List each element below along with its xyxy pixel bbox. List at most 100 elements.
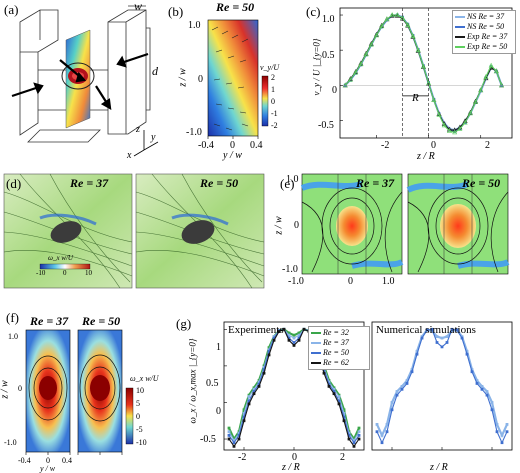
chart-g-left-series-4-point <box>297 338 301 342</box>
chart-g-left-series-3-point <box>252 390 256 393</box>
panel-f-cbar-tick-4: -5 <box>136 425 143 434</box>
chart-g-right-series-2-point <box>480 387 484 391</box>
chart-g-left-series-1-point <box>337 393 341 397</box>
legend-item-exp50: Exp Re = 50 <box>455 42 513 52</box>
panel-b-ylabel: z / w <box>177 68 189 87</box>
chart-c-series-line-4 <box>344 14 503 133</box>
chart-g-left-series-2-point <box>232 439 236 442</box>
chart-c-series-3-point <box>420 64 426 69</box>
chart-g-left-series-4-point <box>272 338 276 342</box>
chart-g-right-series-2-point <box>485 393 489 397</box>
panel-g: (g) Experiments Numerical simulations ω_… <box>172 308 520 473</box>
chart-c-series-4-point <box>488 62 494 68</box>
chart-c-series-4-point <box>446 128 452 133</box>
chart-c-series-4-point <box>368 41 374 47</box>
chart-g-left-series-4-point <box>242 419 246 423</box>
panel-d-cbar-title: ω_x w/U <box>48 254 73 262</box>
panel-g-ylabel: ω_x / ω_x,max |_{y=0} <box>187 338 198 424</box>
panel-b-cbar-title: v_y/U <box>260 63 280 72</box>
chart-g-left-series-3-point <box>342 415 346 419</box>
chart-g-left-series-3-point <box>227 433 231 437</box>
chart-g-left-series-1-point <box>292 333 296 337</box>
panel-f-ytick-3: -1.0 <box>4 438 17 447</box>
chart-g-right-series-1-point <box>445 335 449 339</box>
chart-g-left-series-3-point <box>257 382 261 386</box>
panel-d-label: (d) <box>6 176 22 191</box>
chart-g-right-series-2-point <box>490 408 494 412</box>
chart-g-right-series-2-point <box>435 341 439 344</box>
chart-c-series-4-point <box>441 122 447 128</box>
chart-g-right-series-2-point <box>500 441 504 445</box>
chart-g-left-series-2-point <box>242 412 246 415</box>
panel-g-label: (g) <box>176 316 192 331</box>
panel-f-cbar-tick-5: -10 <box>136 438 147 447</box>
panel-b-ytick-2: 0 <box>198 74 203 85</box>
legend-item-ns37: NS Re = 37 <box>455 12 513 22</box>
velocity-map <box>207 19 269 139</box>
panel-e-xtick-3: 1.0 <box>382 276 395 287</box>
chart-g-right-series-2-point <box>495 430 499 434</box>
chart-g-right-series-1-point <box>475 379 479 382</box>
legend-item-exp37: Exp Re = 37 <box>455 32 513 42</box>
chart-g-right-series-1-point <box>480 384 484 388</box>
vorticity-maps <box>25 329 134 455</box>
chart-g-right-series-1-point <box>470 368 474 371</box>
panel-d-cbar-tick-2: 0 <box>63 269 67 277</box>
chart-g-right-series-1-point <box>375 423 379 426</box>
chart-c-series-4-point <box>342 82 348 88</box>
chart-g-left-series-1-point <box>352 437 356 441</box>
panel-f-xlabel: y / w <box>40 464 56 473</box>
panel-e: (e) Re = 37 Re = 50 z / w 1.0 0 -1.0 -1.… <box>272 172 520 290</box>
panel-d-cbar-tick-3: 10 <box>85 269 92 277</box>
chart-g-left-series-1-point <box>357 426 361 430</box>
chart-c-series-4-point <box>452 129 458 135</box>
chart-g-right-series-2-point <box>465 352 469 356</box>
panel-g-title-right: Numerical simulations <box>376 324 476 336</box>
chart-c-series-4-point <box>405 22 411 27</box>
chart-c-series-4-point <box>457 126 463 131</box>
axis-x-label: x <box>127 150 132 161</box>
legend-item-re62: Re = 62 <box>311 358 367 368</box>
channel-geometry-illustration <box>11 5 159 157</box>
chart-c-series-4-point <box>473 99 479 105</box>
panel-g-ytick-3: 0 <box>216 406 221 417</box>
panel-e-ytick-2: 0 <box>294 220 299 231</box>
chart-g-left-series-4-point <box>352 444 356 448</box>
panel-d-reynolds-left: Re = 37 <box>70 176 109 190</box>
panel-g-xlabel-right: z / R <box>430 462 448 473</box>
chart-g-left-series-2-point <box>252 387 256 391</box>
panel-c-ytick-4: -0.5 <box>318 120 334 131</box>
velocity-profile-chart <box>339 7 513 139</box>
chart-g-left-series-3-point <box>242 415 246 419</box>
chart-c-frame <box>339 7 513 139</box>
chart-g-left-series-2-point <box>287 333 291 337</box>
panel-e-label: (e) <box>280 176 295 191</box>
panel-c-xtick-2: 0 <box>431 140 436 151</box>
chart-g-left-series-4-point <box>262 371 266 375</box>
streamline-cross-sections <box>300 173 510 275</box>
panel-g-xtick-1: -2 <box>238 452 247 463</box>
panel-f-cbar-tick-3: 0 <box>136 412 140 421</box>
chart-g-left-series-4-point <box>232 444 236 448</box>
chart-g-right-series-2-point <box>375 430 379 434</box>
chart-g-left-series-4-point <box>302 327 306 331</box>
chart-g-right-series-2-point <box>420 336 424 340</box>
chart-c-series-4-point <box>478 87 484 93</box>
chart-c-series-3-point <box>415 48 421 53</box>
panel-c-label: (c) <box>306 4 321 19</box>
chart-g-right-series-1-point <box>505 423 509 426</box>
chart-c-series-4-point <box>462 119 468 125</box>
chart-g-right-series-1-point <box>385 423 389 426</box>
panel-c-ytick-1: 1.0 <box>322 14 335 25</box>
chart-g-left-series-2-point <box>342 412 346 415</box>
chart-g-right-series-2-point <box>400 387 404 391</box>
panel-b-label: (b) <box>168 4 184 19</box>
panel-b-xtick-2: 0 <box>230 140 235 151</box>
chart-g-right-series-1-point <box>440 336 444 340</box>
panel-d-reynolds-right: Re = 50 <box>200 176 239 190</box>
chart-g-left-series-3-point <box>247 399 251 403</box>
panel-e-reynolds-right: Re = 50 <box>462 176 501 190</box>
chart-g-left-series-1-point <box>267 346 271 349</box>
chart-g-left-series-1-point <box>332 386 336 390</box>
panel-f-ylabel: z / w <box>0 380 11 399</box>
